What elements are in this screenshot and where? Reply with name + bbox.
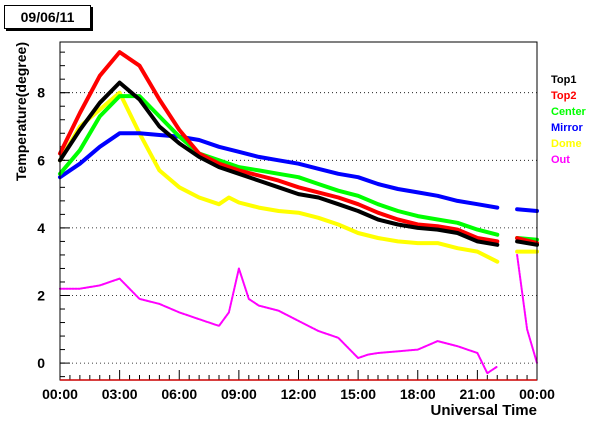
- legend: Top1 Top2 Center Mirror Dome Out: [551, 74, 587, 166]
- axis-ticks: [59, 51, 538, 380]
- legend-item-top1: Top1: [551, 74, 576, 86]
- legend-item-top2: Top2: [551, 90, 576, 102]
- y-axis-label: Temperature(degree): [13, 42, 29, 181]
- x-tick-label: 15:00: [340, 386, 376, 402]
- series-line-top1: [58, 80, 539, 247]
- x-tick-label: 12:00: [281, 386, 317, 402]
- y-tick-label: 2: [37, 288, 45, 304]
- x-tick-label: 00:00: [519, 386, 555, 402]
- x-tick-label: 18:00: [400, 386, 436, 402]
- x-tick-label: 00:00: [42, 386, 78, 402]
- legend-item-mirror: Mirror: [551, 122, 584, 134]
- x-tick-label: 21:00: [459, 386, 495, 402]
- series-line-mirror: [58, 131, 539, 213]
- legend-item-dome: Dome: [551, 138, 582, 150]
- legend-item-center: Center: [551, 106, 587, 118]
- tick-labels: 00:00 03:00 06:00 09:00 12:00 15:00 18:00 21:00…: [37, 85, 555, 402]
- x-axis-label: Universal Time: [431, 402, 537, 419]
- x-tick-label: 06:00: [161, 386, 197, 402]
- y-tick-label: 0: [37, 355, 45, 371]
- date-label: 09/06/11: [4, 5, 91, 29]
- data-series: [58, 50, 539, 375]
- x-tick-label: 09:00: [221, 386, 257, 402]
- x-tick-label: 03:00: [102, 386, 138, 402]
- legend-item-out: Out: [551, 154, 570, 166]
- y-tick-label: 8: [37, 85, 45, 101]
- y-tick-label: 4: [37, 220, 45, 236]
- series-line-dome: [58, 90, 539, 264]
- series-line-out: [59, 253, 538, 375]
- y-tick-label: 6: [37, 152, 45, 168]
